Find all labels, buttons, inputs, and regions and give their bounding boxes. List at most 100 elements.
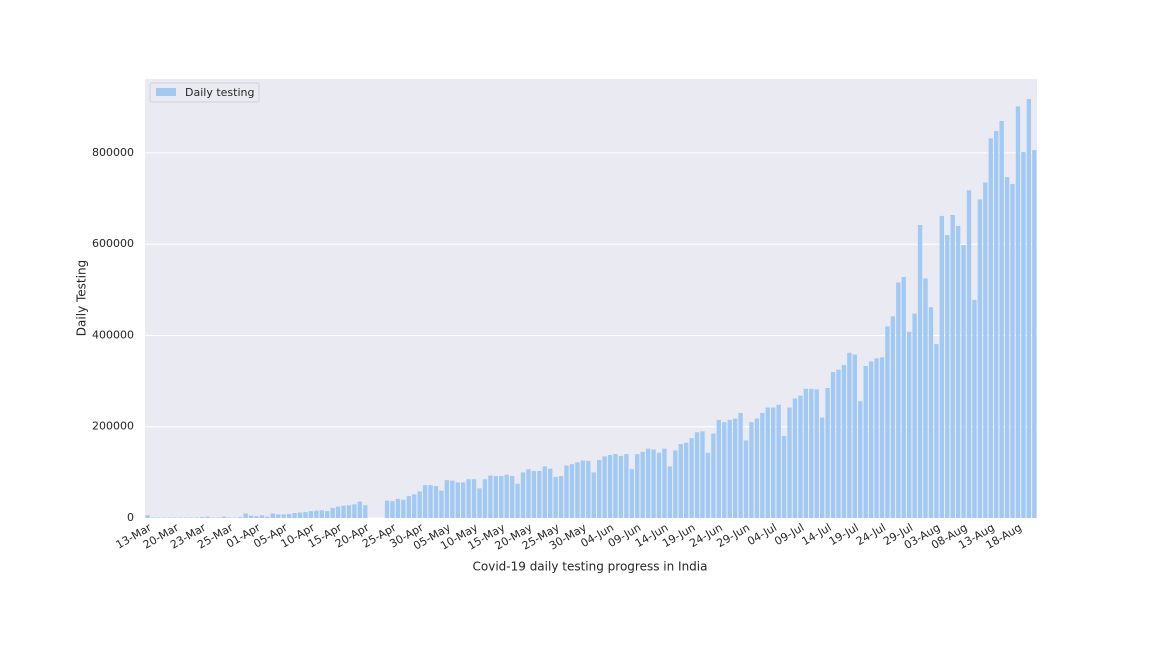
bar: [951, 215, 955, 518]
bar: [999, 121, 1003, 518]
bar: [363, 505, 367, 518]
bar: [488, 476, 492, 518]
bar: [706, 453, 710, 518]
bar: [624, 454, 628, 518]
bar: [238, 517, 242, 518]
bar: [793, 398, 797, 518]
bar: [651, 450, 655, 518]
bar: [831, 372, 835, 518]
bar: [842, 365, 846, 518]
bar: [347, 505, 351, 518]
bar: [341, 506, 345, 518]
bar: [885, 326, 889, 518]
x-tick-label: 14-Jul: [800, 521, 834, 548]
bar: [907, 332, 911, 518]
y-tick-label: 200000: [92, 420, 134, 433]
bar: [292, 513, 296, 518]
bar: [923, 278, 927, 518]
bar: [548, 469, 552, 518]
bar: [412, 494, 416, 518]
bar: [450, 481, 454, 518]
bar: [744, 440, 748, 518]
bar: [989, 138, 993, 518]
bar: [407, 496, 411, 518]
x-tick-label: 04-Jul: [745, 521, 779, 548]
bar: [956, 226, 960, 518]
bar: [222, 517, 226, 518]
x-tick-label: 24-Jul: [854, 521, 888, 548]
bar: [330, 508, 334, 518]
bar: [853, 355, 857, 518]
bar: [417, 492, 421, 518]
bar: [619, 456, 623, 518]
bar: [836, 370, 840, 518]
bar: [439, 491, 443, 518]
bar: [434, 486, 438, 518]
legend-label: Daily testing: [185, 86, 254, 99]
bar: [874, 358, 878, 518]
bar: [760, 413, 764, 518]
bar: [749, 422, 753, 518]
legend-swatch: [156, 88, 176, 96]
bar: [804, 389, 808, 518]
bar: [461, 482, 465, 518]
bar: [695, 432, 699, 518]
bar: [282, 514, 286, 518]
bar: [912, 314, 916, 518]
bar: [673, 450, 677, 518]
bar: [265, 517, 269, 518]
bar: [815, 389, 819, 518]
bar: [1021, 152, 1025, 518]
bar: [477, 488, 481, 518]
bar: [352, 504, 356, 518]
bar: [575, 462, 579, 518]
bar: [1032, 150, 1036, 518]
bar: [298, 513, 302, 518]
bar: [700, 431, 704, 518]
bar: [597, 460, 601, 518]
bar: [798, 396, 802, 518]
bar: [782, 436, 786, 518]
bar: [303, 512, 307, 518]
bar: [679, 444, 683, 518]
bar: [1005, 177, 1009, 518]
bar: [543, 466, 547, 518]
bar: [755, 419, 759, 518]
bar: [260, 515, 264, 518]
bar: [858, 401, 862, 518]
bar: [390, 501, 394, 518]
bar: [336, 507, 340, 518]
bar: [809, 389, 813, 518]
bar: [918, 225, 922, 518]
y-tick-label: 0: [127, 511, 134, 524]
bar: [640, 452, 644, 518]
bar: [456, 482, 460, 518]
bar: [396, 499, 400, 518]
bar: [1010, 184, 1014, 518]
bar: [662, 449, 666, 518]
bar: [787, 408, 791, 518]
bar: [505, 475, 509, 518]
bar: [1016, 106, 1020, 518]
bar: [581, 461, 585, 518]
bar: [287, 514, 291, 518]
bar: [825, 388, 829, 518]
bar: [428, 485, 432, 518]
bar: [820, 418, 824, 518]
bar: [983, 183, 987, 518]
bar: [553, 477, 557, 518]
bar: [771, 408, 775, 518]
bar: [466, 479, 470, 518]
bar: [880, 357, 884, 518]
bar: [733, 419, 737, 518]
bar: [940, 216, 944, 518]
bar: [738, 413, 742, 518]
x-axis-label: Covid-19 daily testing progress in India: [473, 560, 708, 574]
bar: [200, 517, 204, 518]
bar: [684, 443, 688, 518]
bar: [945, 235, 949, 518]
bar: [385, 501, 389, 518]
bar: [243, 513, 247, 518]
bar: [722, 422, 726, 518]
y-axis-label: Daily Testing: [75, 260, 89, 336]
